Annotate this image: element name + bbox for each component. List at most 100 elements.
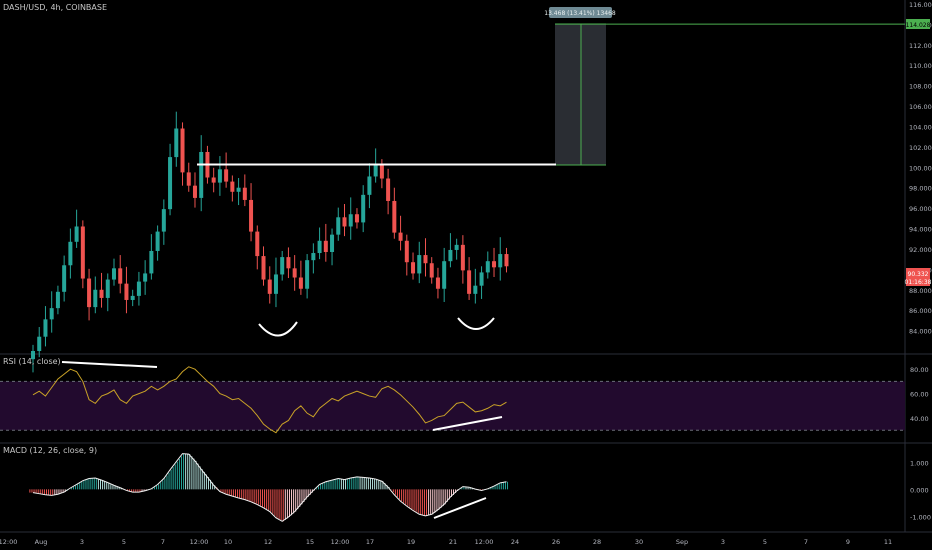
candle-body <box>211 177 216 183</box>
macd-tick-label: 1.000 <box>910 459 929 467</box>
price-tick-label: 88.000 <box>909 287 932 295</box>
candle-body <box>454 244 459 250</box>
price-tick-label: 98.000 <box>909 185 932 193</box>
candle-body <box>379 165 384 179</box>
countdown-label: 01:16:38 <box>905 279 932 286</box>
candle-body <box>136 281 141 296</box>
candle-body <box>367 176 372 195</box>
candle-body <box>473 285 478 294</box>
candle-body <box>280 257 285 275</box>
time-tick-label: Aug <box>35 538 48 546</box>
time-tick-label: 12:00 <box>190 538 209 546</box>
price-tick-label: 94.000 <box>909 226 932 234</box>
candle-body <box>37 336 42 351</box>
candle-body <box>161 209 166 232</box>
bottom-arc-right[interactable] <box>457 317 495 330</box>
target-price-badge <box>906 19 930 29</box>
candle-body <box>192 185 197 198</box>
macd-tick-label: -1.000 <box>910 513 931 521</box>
candle-body <box>199 151 204 198</box>
candle-body <box>55 291 60 309</box>
candle-body <box>348 214 353 227</box>
candle-body <box>354 214 359 223</box>
candle-body <box>80 226 85 279</box>
candle-body <box>99 289 104 298</box>
candle-body <box>429 263 434 278</box>
macd-divergence-line[interactable] <box>433 497 487 519</box>
macd-tick-label: 0.000 <box>910 486 929 494</box>
rsi-divergence-bottom[interactable] <box>432 416 503 431</box>
candle-body <box>504 254 509 267</box>
candle-body <box>311 253 316 261</box>
candle-body <box>435 277 440 289</box>
candle-body <box>386 178 391 201</box>
candle-body <box>398 232 403 241</box>
time-tick-label: 3 <box>80 538 84 546</box>
candle-body <box>336 217 341 235</box>
price-tick-label: 102.000 <box>909 144 932 152</box>
time-tick-label: 12:00 <box>0 538 17 546</box>
price-tick-label: 108.000 <box>909 83 932 91</box>
time-tick-label: 11 <box>884 538 892 546</box>
candle-body <box>31 351 35 360</box>
candle-body <box>448 249 453 262</box>
candle-body <box>330 234 335 253</box>
candle-body <box>485 261 490 273</box>
time-tick-label: 24 <box>511 538 519 546</box>
candle-body <box>423 255 428 264</box>
measure-label-box <box>549 7 612 18</box>
candle-body <box>130 295 135 300</box>
rsi-line <box>32 366 507 434</box>
price-tick-label: 116.000 <box>909 1 932 9</box>
macd-line <box>32 453 507 522</box>
candle-body <box>273 274 278 294</box>
candlestick-series <box>31 111 509 373</box>
candle-body <box>249 199 254 232</box>
time-tick-label: 10 <box>224 538 232 546</box>
candle-body <box>317 240 322 254</box>
candle-body <box>180 128 185 173</box>
candle-body <box>479 272 484 286</box>
time-tick-label: 9 <box>846 538 850 546</box>
rsi-divergence-top[interactable] <box>61 361 158 368</box>
time-tick-label: 12:00 <box>475 538 494 546</box>
candle-body <box>298 277 303 289</box>
time-tick-label: 3 <box>721 538 725 546</box>
time-tick-label: Sep <box>676 538 688 546</box>
candle-body <box>498 254 503 268</box>
price-tick-label: 86.000 <box>909 307 932 315</box>
price-tick-label: 92.000 <box>909 246 932 254</box>
current-price-badge <box>906 268 930 286</box>
bottom-arc-left[interactable] <box>258 321 298 337</box>
macd-histogram <box>29 453 509 522</box>
candle-body <box>111 268 116 280</box>
rsi-axis: 80.00 60.00 40.00 <box>910 366 929 423</box>
candle-body <box>68 241 73 266</box>
price-tick-label: 110.000 <box>909 62 932 70</box>
candle-body <box>224 169 229 182</box>
candle-body <box>417 255 422 274</box>
time-tick-label: 26 <box>552 538 560 546</box>
time-tick-label: 12 <box>264 538 272 546</box>
time-tick-label: 28 <box>593 538 601 546</box>
candle-body <box>217 169 222 183</box>
candle-body <box>392 200 397 233</box>
candle-body <box>267 279 272 294</box>
time-tick-label: 7 <box>161 538 165 546</box>
candle-body <box>186 172 191 186</box>
measure-label: 13.468 (13.41%) 13468 <box>544 10 616 17</box>
candle-body <box>261 256 266 280</box>
time-tick-label: 21 <box>449 538 457 546</box>
rsi-tick-label: 60.00 <box>910 391 929 399</box>
price-tick-label: 84.000 <box>909 328 932 336</box>
target-price-label: 114.028 <box>906 22 931 29</box>
candle-body <box>242 187 247 200</box>
time-tick-label: 12:00 <box>331 538 350 546</box>
time-tick-label: 17 <box>366 538 374 546</box>
candle-body <box>305 260 310 289</box>
candle-body <box>460 244 465 271</box>
candle-body <box>286 257 291 269</box>
candle-body <box>467 270 472 294</box>
candle-body <box>43 319 48 337</box>
